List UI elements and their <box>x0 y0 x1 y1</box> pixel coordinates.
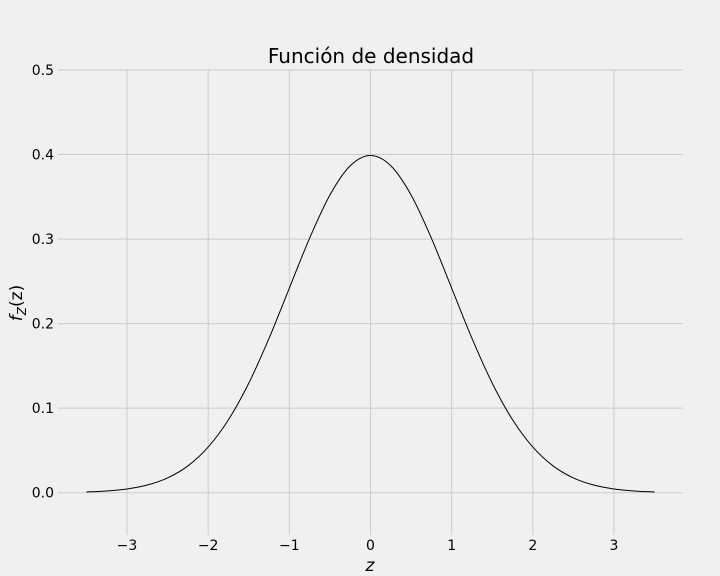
y-axis-label-main: f <box>7 312 27 321</box>
y-axis-label: fZ(z) <box>7 285 29 321</box>
y-axis-label-sub: Z <box>15 306 29 316</box>
x-tick-label: −3 <box>117 538 138 554</box>
x-tick-label: 0 <box>366 538 375 554</box>
grid <box>58 69 683 535</box>
x-tick-label: −1 <box>279 538 300 554</box>
y-tick-label: 0.3 <box>32 232 54 248</box>
density-curve <box>86 154 655 493</box>
y-tick-label: 0.4 <box>32 148 54 164</box>
x-tick-label: −2 <box>198 538 219 554</box>
x-tick-label: 1 <box>447 538 456 554</box>
x-tick-labels: −3 −2 −1 0 1 2 3 <box>117 538 619 554</box>
x-tick-label: 3 <box>610 538 619 554</box>
x-tick-label: 2 <box>528 538 537 554</box>
y-tick-label: 0.2 <box>32 317 54 333</box>
chart-title: Función de densidad <box>268 44 474 68</box>
y-tick-labels: 0.0 0.1 0.2 0.3 0.4 0.5 <box>32 63 54 502</box>
x-axis-label: z <box>365 556 376 576</box>
y-axis-label-arg: (z) <box>7 285 27 307</box>
y-tick-label: 0.5 <box>32 63 54 79</box>
series-layer <box>86 154 655 493</box>
y-tick-label: 0.1 <box>32 401 54 417</box>
y-tick-label: 0.0 <box>32 486 54 502</box>
